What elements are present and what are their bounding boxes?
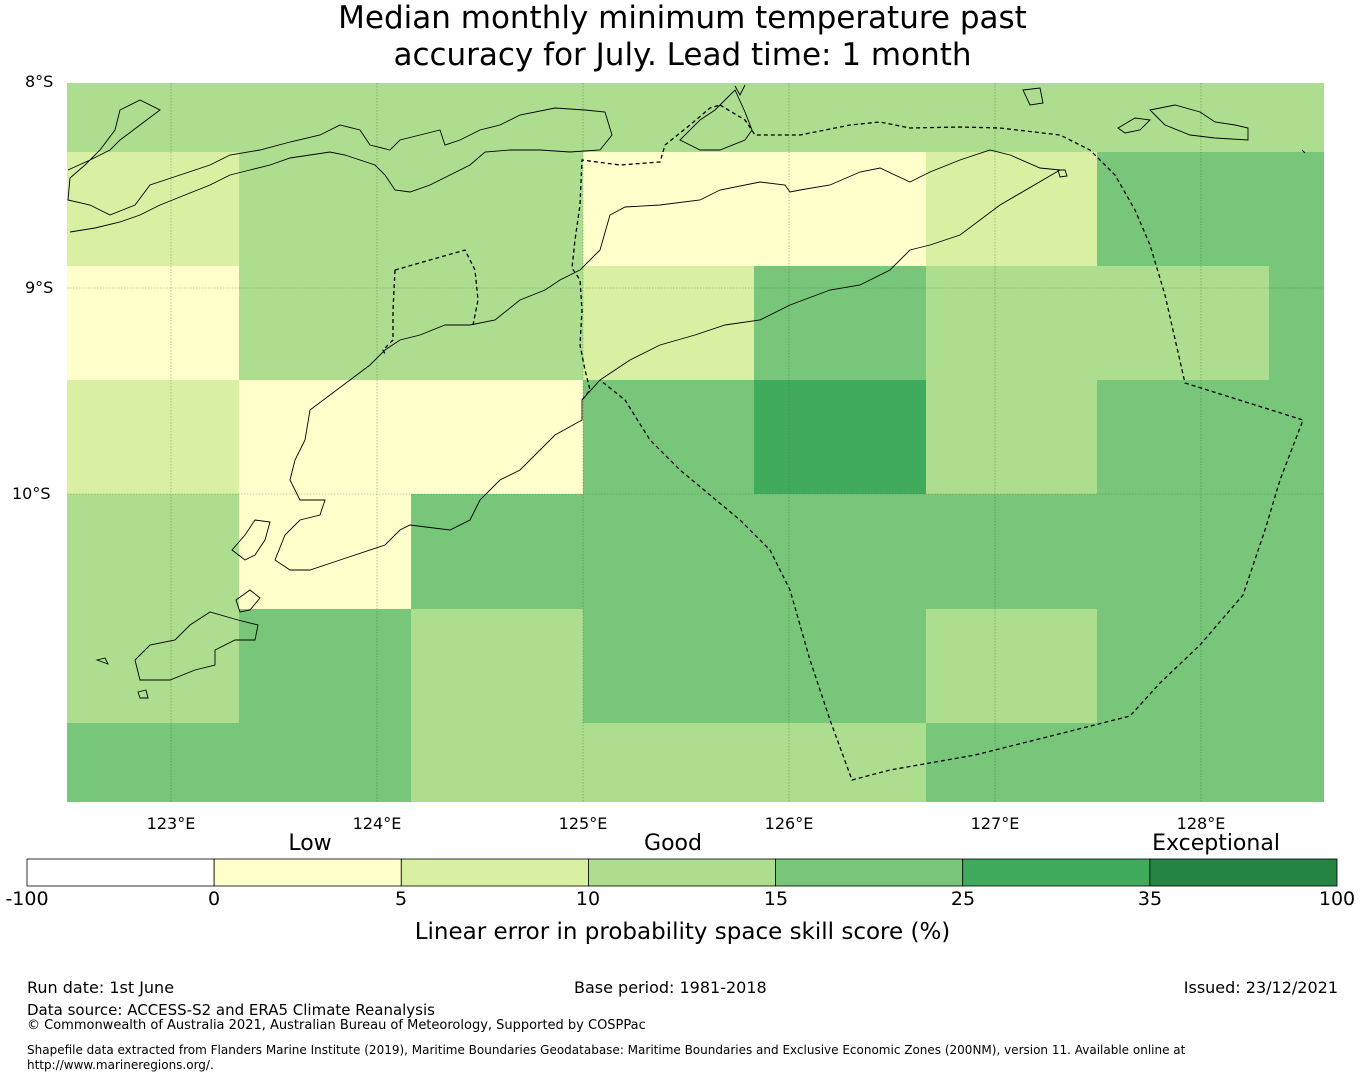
colorbar-swatch xyxy=(26,858,215,887)
skill-cell xyxy=(583,723,754,802)
skill-cell xyxy=(239,723,411,802)
skill-cell xyxy=(583,494,754,609)
lat-label-10s: 10°S xyxy=(12,484,51,503)
skill-cell xyxy=(67,380,239,494)
skill-cell xyxy=(239,494,411,609)
skill-cell xyxy=(754,609,926,723)
skill-cell xyxy=(583,380,754,494)
skill-cell xyxy=(411,152,583,266)
skill-cell xyxy=(239,380,411,494)
skill-cell xyxy=(1269,83,1324,152)
colorbar-swatch xyxy=(213,858,402,887)
skill-cell xyxy=(926,380,1097,494)
skill-cell xyxy=(583,83,754,152)
colorbar-tick: 35 xyxy=(1137,888,1163,910)
map-title-line-1: Median monthly minimum temperature past xyxy=(338,0,1027,36)
lon-label-124e: 124°E xyxy=(352,814,402,833)
skill-cell xyxy=(754,152,926,266)
colorbar-category-low: Low xyxy=(288,831,332,856)
skill-cell xyxy=(754,494,926,609)
skill-cell xyxy=(926,152,1097,266)
colorbar-swatch xyxy=(1149,858,1338,887)
coastlines xyxy=(67,84,1306,699)
lon-label-127e: 127°E xyxy=(970,814,1020,833)
skill-cell xyxy=(1269,494,1324,609)
skill-cell xyxy=(411,266,583,380)
colorbar-category-exceptional: Exceptional xyxy=(1152,831,1280,856)
skill-cell xyxy=(1097,83,1269,152)
colorbar-tick: 25 xyxy=(950,888,976,910)
skill-cell xyxy=(926,83,1097,152)
skill-cell xyxy=(67,266,239,380)
skill-cell xyxy=(67,83,239,152)
skill-cell xyxy=(754,723,926,802)
colorbar-tick: -100 xyxy=(5,888,49,910)
issued-date: Issued: 23/12/2021 xyxy=(1183,978,1338,997)
graticule xyxy=(67,83,1324,802)
colorbar-swatch xyxy=(588,858,776,887)
lon-label-126e: 126°E xyxy=(764,814,814,833)
skill-cell xyxy=(1097,266,1269,380)
base-period: Base period: 1981-2018 xyxy=(574,978,767,997)
colorbar-tick: 10 xyxy=(575,888,601,910)
shapefile-credit: Shapefile data extracted from Flanders M… xyxy=(27,1043,1186,1072)
maritime-boundary xyxy=(382,104,1304,781)
skill-cell xyxy=(411,494,583,609)
skill-cell xyxy=(926,723,1097,802)
run-date: Run date: 1st June xyxy=(27,978,175,997)
skill-cell xyxy=(583,152,754,266)
skill-cell xyxy=(1269,266,1324,380)
skill-cell xyxy=(583,609,754,723)
colorbar-tick: 15 xyxy=(763,888,789,910)
colorbar-tick: 0 xyxy=(207,888,221,910)
colorbar-tick: 100 xyxy=(1318,888,1356,910)
skill-cell xyxy=(411,380,583,494)
skill-cell xyxy=(239,266,411,380)
colorbar-category-good: Good xyxy=(644,831,702,856)
skill-cell xyxy=(411,83,583,152)
skill-cell xyxy=(1097,380,1269,494)
skill-cell xyxy=(926,609,1097,723)
skill-cell xyxy=(754,380,926,494)
skill-cell xyxy=(411,723,583,802)
skill-cell xyxy=(1269,152,1324,266)
skill-cell xyxy=(754,266,926,380)
skill-cell xyxy=(67,723,239,802)
skill-cell xyxy=(67,609,239,723)
colorbar-swatch xyxy=(400,858,589,887)
skill-cell xyxy=(239,83,411,152)
colorbar-title: Linear error in probability space skill … xyxy=(414,919,951,945)
skill-cell xyxy=(1097,152,1269,266)
skill-cell xyxy=(239,609,411,723)
copyright: © Commonwealth of Australia 2021, Austra… xyxy=(27,1018,646,1033)
lon-label-125e: 125°E xyxy=(558,814,608,833)
skill-cell xyxy=(411,609,583,723)
colorbar xyxy=(26,858,1338,887)
colorbar-swatch xyxy=(775,858,964,887)
map-title-line-2: accuracy for July. Lead time: 1 month xyxy=(393,37,972,73)
lat-label-9s: 9°S xyxy=(25,278,54,297)
skill-cell xyxy=(926,266,1097,380)
skill-cell xyxy=(239,152,411,266)
skill-cell xyxy=(1269,723,1324,802)
map-title: Median monthly minimum temperature past … xyxy=(0,0,1365,74)
colorbar-swatch xyxy=(962,858,1151,887)
skill-cell xyxy=(1269,609,1324,723)
skill-cell xyxy=(1097,609,1269,723)
colorbar-tick: 5 xyxy=(394,888,408,910)
skill-cell xyxy=(1097,723,1269,802)
data-source: Data source: ACCESS-S2 and ERA5 Climate … xyxy=(27,1001,435,1019)
skill-cell xyxy=(926,494,1097,609)
skill-cell xyxy=(754,83,926,152)
lon-label-123e: 123°E xyxy=(146,814,196,833)
skill-cell xyxy=(67,494,239,609)
skill-cell xyxy=(1097,494,1269,609)
skill-cell xyxy=(583,266,754,380)
skill-grid-cells xyxy=(67,83,1324,802)
lon-label-128e: 128°E xyxy=(1176,814,1226,833)
lat-label-8s: 8°S xyxy=(25,72,54,91)
